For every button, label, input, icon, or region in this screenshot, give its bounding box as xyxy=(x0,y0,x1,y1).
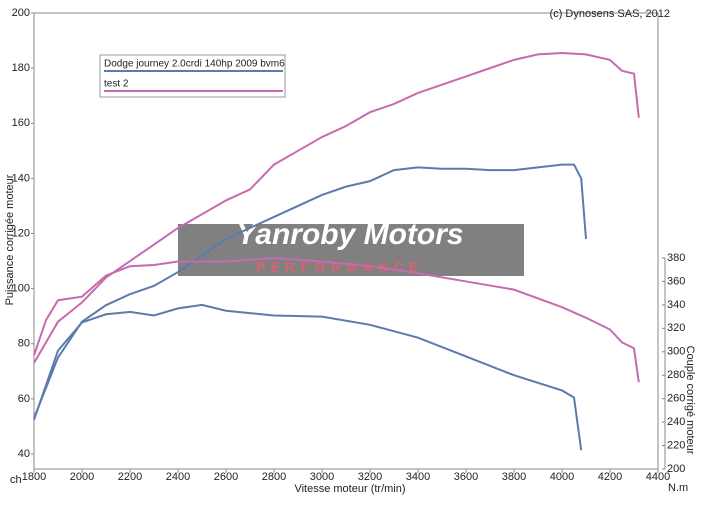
y-tick-label: 120 xyxy=(12,227,30,239)
x-tick-label: 3800 xyxy=(502,471,526,483)
x-axis-label: Vitesse moteur (tr/min) xyxy=(294,483,405,495)
watermark-box xyxy=(178,224,524,276)
x-tick-label: 2400 xyxy=(166,471,190,483)
x-tick-label: 1800 xyxy=(22,471,46,483)
series-line xyxy=(33,303,583,451)
y2-tick-label: 320 xyxy=(667,322,685,334)
y-tick-label: 160 xyxy=(12,117,30,129)
series-line xyxy=(33,163,587,419)
legend-label: test 2 xyxy=(104,79,129,90)
legend-label: Dodge journey 2.0crdi 140hp 2009 bvm6 xyxy=(104,59,285,70)
y-tick-label: 60 xyxy=(18,393,30,405)
y-tick-label: 140 xyxy=(12,172,30,184)
series-line xyxy=(33,51,640,364)
x-tick-label: 4200 xyxy=(598,471,622,483)
x-tick-label: 3600 xyxy=(454,471,478,483)
y-tick-label: 40 xyxy=(18,448,30,460)
y-tick-label: 180 xyxy=(12,62,30,74)
y-unit: ch xyxy=(10,474,22,486)
y2-tick-label: 260 xyxy=(667,393,685,405)
x-tick-label: 3000 xyxy=(310,471,334,483)
x-tick-label: 2000 xyxy=(70,471,94,483)
y2-tick-label: 200 xyxy=(667,463,685,475)
y2-tick-label: 340 xyxy=(667,299,685,311)
watermark: Yanroby Motors xyxy=(236,218,463,251)
y2-tick-label: 220 xyxy=(667,439,685,451)
y-axis-label: Puissance corrigée moteur xyxy=(4,174,16,305)
y-tick-label: 80 xyxy=(18,338,30,350)
y2-tick-label: 360 xyxy=(667,275,685,287)
y2-tick-label: 280 xyxy=(667,369,685,381)
copyright: (c) Dynosens SAS, 2012 xyxy=(550,8,670,20)
watermark-subtitle: PERFORMANCE xyxy=(256,259,424,274)
x-tick-label: 2800 xyxy=(262,471,286,483)
y2-unit: N.m xyxy=(668,482,688,494)
y2-tick-label: 240 xyxy=(667,416,685,428)
x-tick-label: 2600 xyxy=(214,471,238,483)
y2-tick-label: 300 xyxy=(667,346,685,358)
x-tick-label: 4400 xyxy=(646,471,670,483)
y-tick-label: 100 xyxy=(12,283,30,295)
x-tick-label: 3400 xyxy=(406,471,430,483)
x-tick-label: 3200 xyxy=(358,471,382,483)
plot-frame xyxy=(33,12,659,470)
y2-axis-label: Couple corrigé moteur xyxy=(684,346,696,455)
y-tick-label: 200 xyxy=(12,7,30,19)
x-tick-label: 2200 xyxy=(118,471,142,483)
series-line xyxy=(33,256,640,383)
x-tick-label: 4000 xyxy=(550,471,574,483)
y2-tick-label: 380 xyxy=(667,252,685,264)
